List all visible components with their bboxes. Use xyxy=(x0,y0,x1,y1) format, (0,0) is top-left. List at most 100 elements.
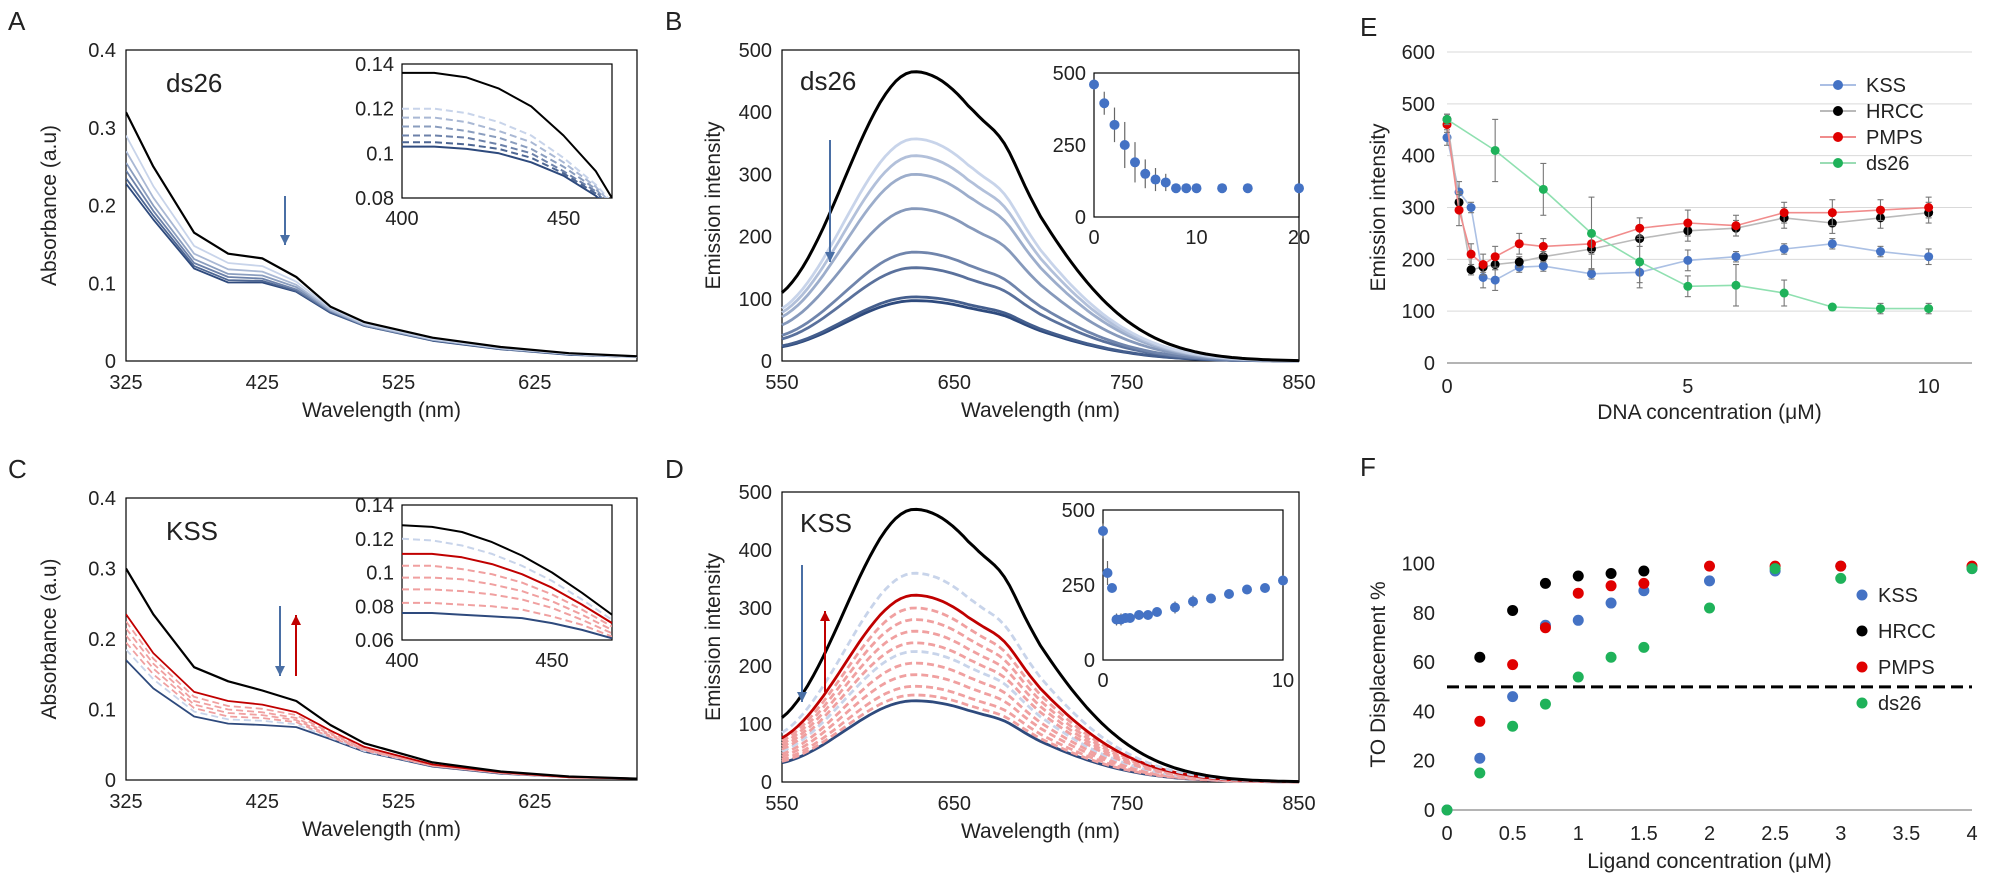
y-tick-label: 0 xyxy=(105,351,116,373)
emission-line xyxy=(780,70,1300,363)
data-point-kss xyxy=(1827,239,1837,249)
inset-frame xyxy=(401,63,613,199)
data-point-kss xyxy=(1779,244,1789,254)
legend-marker xyxy=(1833,158,1843,168)
y-tick-label: 60 xyxy=(1413,652,1435,674)
x-tick-label: 325 xyxy=(109,791,142,813)
data-point xyxy=(1224,589,1234,599)
y-tick-label: 40 xyxy=(1413,701,1435,723)
data-point xyxy=(1260,583,1270,593)
panel-e: 0 100 200 300 400 500 600 0 5 10 DNA concentration… xyxy=(1367,42,1972,424)
y-tick-label: 400 xyxy=(739,102,772,124)
data-point xyxy=(1294,183,1304,194)
data-point xyxy=(1206,593,1216,604)
legend-marker xyxy=(1856,625,1868,637)
inset-line xyxy=(402,125,606,198)
data-point-ds26 xyxy=(1474,767,1486,779)
inset-x-tick-label: 10 xyxy=(1272,670,1294,692)
panel-c: 0 0.1 0.2 0.3 0.4 325 425 525 625 Wavelength (nm)… xyxy=(38,488,638,841)
absorbance-line xyxy=(126,634,637,780)
data-point-pmps xyxy=(1731,221,1741,231)
y-axis-label: Absorbance (a.u) xyxy=(38,558,61,719)
down-arrow-head xyxy=(275,666,285,676)
data-point-pmps xyxy=(1635,223,1645,233)
data-point-kss xyxy=(1875,247,1885,257)
x-tick-label: 5 xyxy=(1682,376,1693,398)
data-point xyxy=(1242,584,1252,595)
y-tick-label: 200 xyxy=(739,227,772,249)
data-point-ds26 xyxy=(1539,698,1551,710)
inset-x-tick-label: 10 xyxy=(1185,227,1207,249)
data-point xyxy=(1119,140,1130,150)
y-tick-label: 200 xyxy=(739,656,772,678)
y-tick-label: 400 xyxy=(739,540,772,562)
data-point xyxy=(1217,183,1228,194)
absorbance-line xyxy=(126,627,637,780)
plot-frame xyxy=(125,497,638,781)
data-point-pmps xyxy=(1507,659,1519,671)
inset-y-tick-label: 0.12 xyxy=(355,99,394,121)
inset-x-tick-label: 0 xyxy=(1097,670,1108,692)
inset-y-tick-label: 500 xyxy=(1053,63,1086,85)
inset-y-tick-label: 0.14 xyxy=(355,54,394,76)
data-point-kss xyxy=(1490,275,1500,285)
legend-label: ds26 xyxy=(1866,153,1909,175)
data-point-ds26 xyxy=(1638,641,1650,653)
y-tick-label: 0.3 xyxy=(88,118,116,140)
x-tick-label: 2.5 xyxy=(1761,823,1789,845)
data-point xyxy=(1181,183,1192,194)
sample-label: KSS xyxy=(166,516,218,546)
down-arrow xyxy=(280,196,290,245)
inset-y-tick-label: 0 xyxy=(1084,650,1095,672)
y-axis-label: Absorbance (a.u) xyxy=(38,125,61,286)
data-point-pmps xyxy=(1779,208,1789,218)
data-point xyxy=(1242,183,1253,194)
x-axis-label: Wavelength (nm) xyxy=(302,399,461,422)
panel-letter-e: E xyxy=(1360,12,1377,42)
data-point xyxy=(1134,610,1144,620)
x-tick-label: 425 xyxy=(246,372,279,394)
y-tick-label: 200 xyxy=(1402,249,1435,271)
data-point-ds26 xyxy=(1507,720,1519,732)
legend-label: PMPS xyxy=(1866,127,1923,149)
x-tick-label: 550 xyxy=(765,793,798,815)
data-point-ds26 xyxy=(1490,145,1500,155)
down-arrow xyxy=(275,606,285,676)
inset-y-tick-label: 0.12 xyxy=(355,529,394,551)
data-point xyxy=(1098,526,1108,536)
data-point-kss xyxy=(1572,614,1584,626)
data-point-pmps xyxy=(1827,208,1837,218)
up-arrow-head xyxy=(820,611,830,621)
data-point-kss xyxy=(1704,575,1715,587)
data-point-kss xyxy=(1683,255,1693,265)
data-point xyxy=(1191,183,1202,194)
x-tick-label: 525 xyxy=(382,791,415,813)
y-tick-label: 300 xyxy=(739,164,772,186)
x-tick-label: 650 xyxy=(938,793,971,815)
plot-frame xyxy=(781,491,1300,783)
inset-x-tick-label: 450 xyxy=(547,208,580,230)
data-point xyxy=(1140,168,1151,179)
emission-line xyxy=(781,507,1300,784)
data-point-ds26 xyxy=(1779,288,1789,298)
y-tick-label: 400 xyxy=(1402,146,1435,168)
inset-line xyxy=(402,612,612,640)
data-point-ds26 xyxy=(1875,304,1885,314)
legend-marker xyxy=(1856,589,1868,601)
inset-line xyxy=(402,141,602,198)
data-point-hrcc xyxy=(1474,651,1486,663)
data-point xyxy=(1150,174,1161,185)
data-point-pmps xyxy=(1539,622,1551,634)
inset-y-tick-label: 0.14 xyxy=(355,495,394,517)
absorbance-line xyxy=(126,567,637,780)
panel-f: 0 20 40 60 80 100 0 0.5 1 1.5 2 2.5 3 3.5 4 Ligand conc… xyxy=(1367,554,1978,873)
inset-x-tick-label: 400 xyxy=(385,208,418,230)
data-point-pmps xyxy=(1538,241,1548,251)
x-tick-label: 550 xyxy=(765,372,798,394)
data-point-ds26 xyxy=(1835,572,1847,584)
y-tick-label: 600 xyxy=(1402,42,1435,64)
data-point xyxy=(1102,568,1113,578)
up-arrow-head xyxy=(291,615,301,625)
inset-y-tick-label: 0.06 xyxy=(355,630,394,652)
